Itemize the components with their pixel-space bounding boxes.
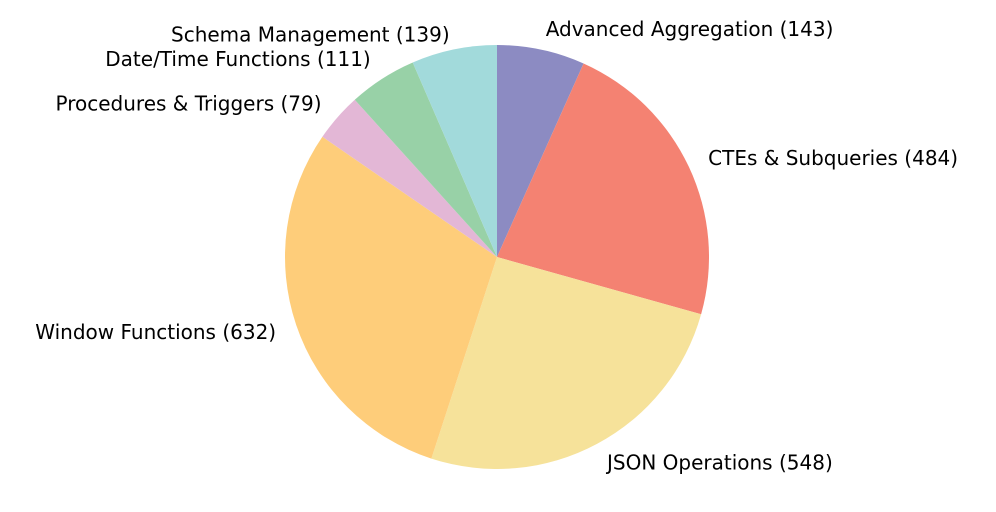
pie-slice-ctes-subqueries — [497, 63, 710, 315]
slice-label-window-functions: Window Functions (632) — [35, 320, 276, 344]
slice-label-advanced-aggregation: Advanced Aggregation (143) — [546, 17, 834, 41]
pie-slice-window-functions — [284, 136, 497, 459]
slices-layer — [284, 45, 710, 470]
slice-label-schema-management: Schema Management (139) — [171, 23, 450, 47]
pie-slice-advanced-aggregation — [497, 45, 584, 257]
slice-label-date-time-functions: Date/Time Functions (111) — [105, 47, 370, 71]
pie-slice-schema-management — [412, 45, 497, 257]
pie-slice-procedures-triggers — [322, 99, 497, 257]
pie-slice-date-time-functions — [354, 62, 497, 258]
slice-label-procedures-triggers: Procedures & Triggers (79) — [56, 91, 322, 115]
labels-layer: Advanced Aggregation (143) CTEs & Subquer… — [35, 17, 958, 475]
slice-label-json-operations: JSON Operations (548) — [605, 451, 833, 475]
slice-label-ctes-subqueries: CTEs & Subqueries (484) — [708, 146, 958, 170]
pie-slice-json-operations — [431, 257, 702, 470]
